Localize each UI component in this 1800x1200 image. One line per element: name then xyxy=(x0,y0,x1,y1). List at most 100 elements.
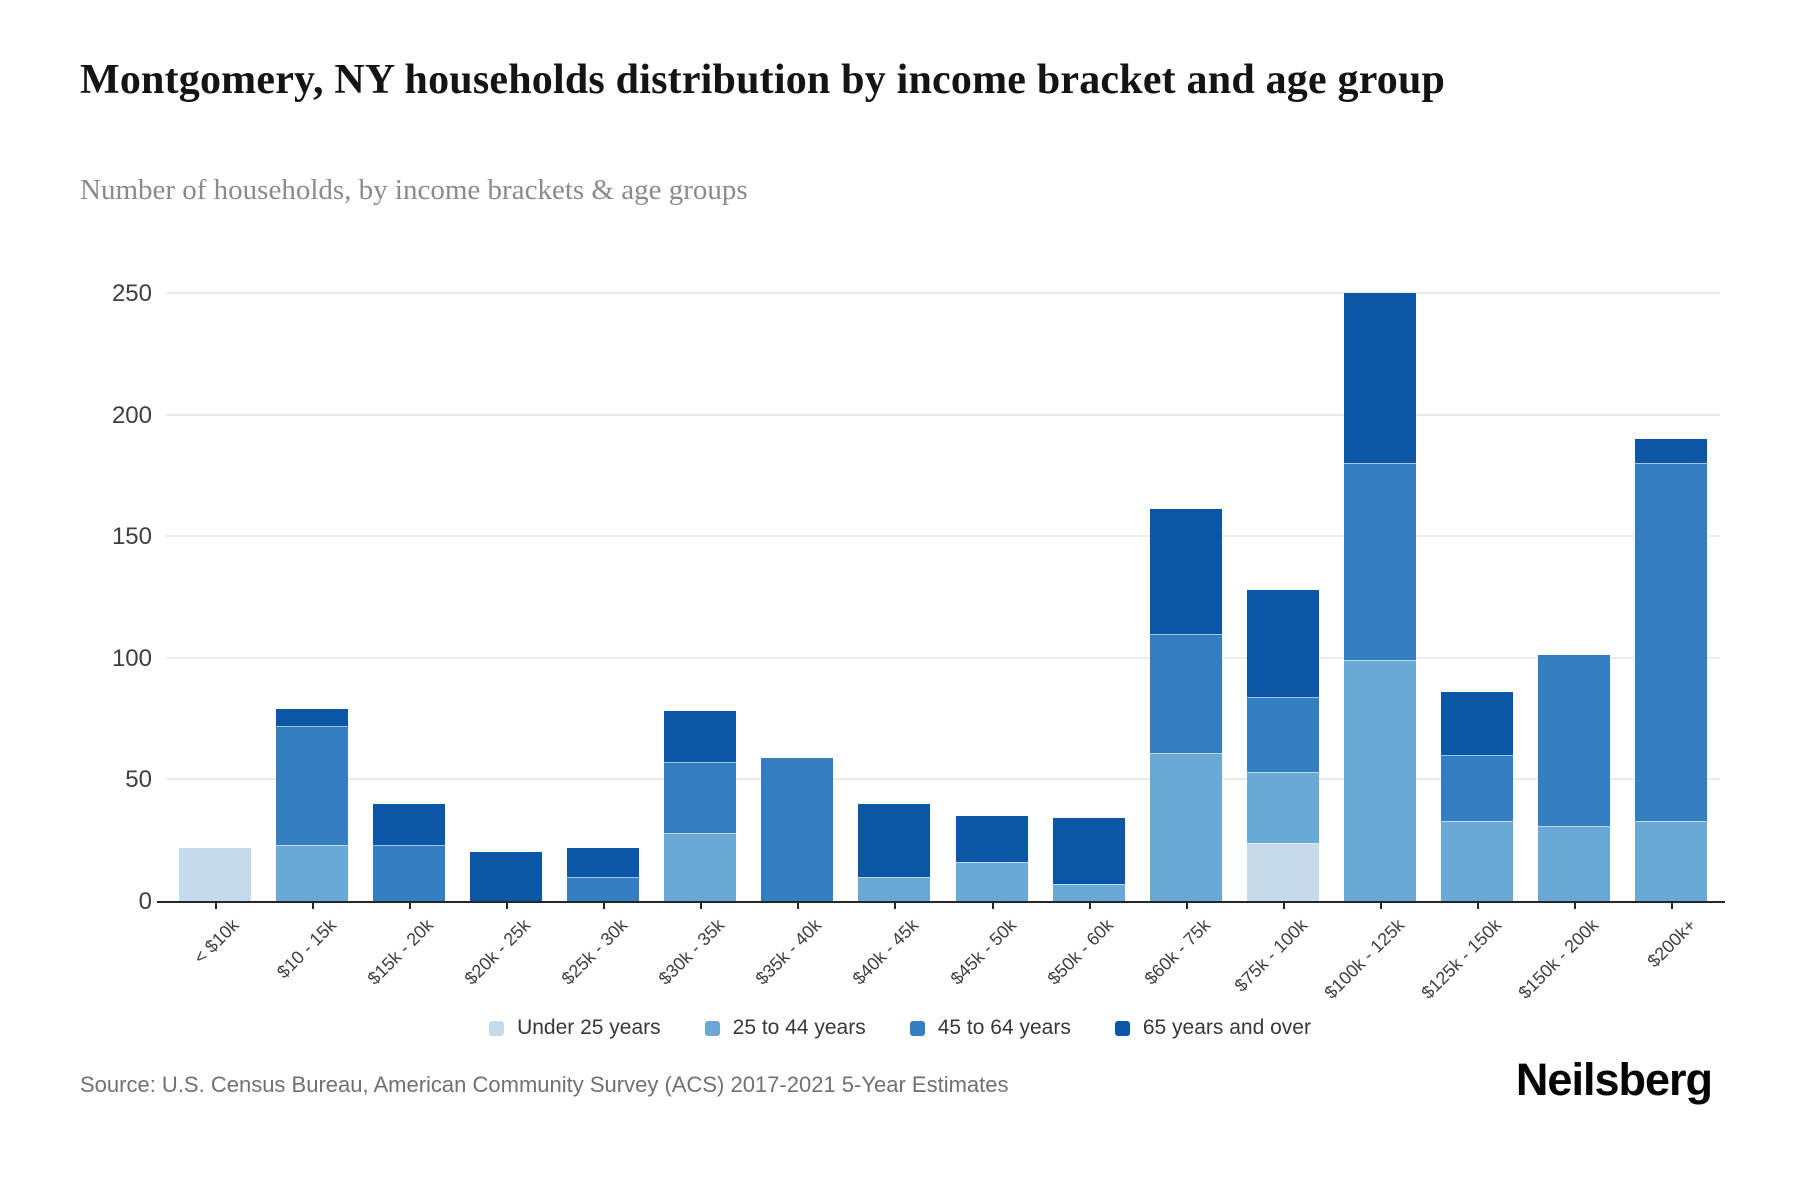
bar-segment-45-to-64-years xyxy=(1538,655,1611,826)
x-axis-tick xyxy=(991,903,994,909)
bar-segment-45-to-64-years xyxy=(372,845,445,901)
stacked-bar xyxy=(372,803,445,901)
bar-segment-25-to-44-years xyxy=(1441,820,1514,901)
legend-item[interactable]: 25 to 44 years xyxy=(704,1016,866,1040)
stacked-bar xyxy=(1052,818,1125,901)
x-axis-tick xyxy=(1671,903,1674,909)
gridline xyxy=(166,535,1720,538)
legend-swatch xyxy=(1114,1020,1130,1036)
x-axis-tick xyxy=(797,903,800,909)
bar-segment-45-to-64-years xyxy=(275,725,348,846)
legend-item[interactable]: 65 years and over xyxy=(1114,1016,1311,1040)
bar-slot: $75k - 100k xyxy=(1230,293,1331,996)
stacked-bar xyxy=(664,711,737,901)
x-axis-tick xyxy=(1282,903,1285,909)
bar-slot: $60k - 75k xyxy=(1137,293,1234,989)
chart-title: Montgomery, NY households distribution b… xyxy=(80,57,1446,103)
gridline xyxy=(166,292,1720,294)
brand-logo: Neilsberg xyxy=(1515,1054,1713,1105)
x-axis-label: $15k - 20k xyxy=(363,915,437,989)
stacked-bar xyxy=(178,847,251,901)
bar-segment-45-to-64-years xyxy=(1635,463,1708,821)
legend: Under 25 years 25 to 44 years 45 to 64 yea… xyxy=(0,1016,1800,1040)
x-axis-line xyxy=(157,901,1725,903)
stacked-bar xyxy=(1538,655,1611,901)
bar-slot: $20k - 25k xyxy=(457,293,554,989)
bar-segment-under-25-years xyxy=(1246,842,1319,901)
legend-item[interactable]: 45 to 64 years xyxy=(909,1016,1071,1040)
x-axis-tick xyxy=(214,903,217,909)
bar-segment-65-years-and-over xyxy=(1052,818,1125,884)
y-axis-label: 200 xyxy=(111,401,152,429)
bar-segment-65-years-and-over xyxy=(1344,293,1417,464)
bar-slot: $50k - 60k xyxy=(1040,293,1137,989)
chart-subtitle: Number of households, by income brackets… xyxy=(80,174,748,206)
bar-slot: $10 - 15k xyxy=(263,293,360,982)
bar-segment-45-to-64-years xyxy=(761,757,834,901)
y-axis-label: 250 xyxy=(111,280,152,307)
x-axis-label: $45k - 50k xyxy=(946,915,1020,989)
stacked-bar xyxy=(567,847,640,901)
bar-segment-25-to-44-years xyxy=(1538,825,1611,901)
bar-segment-25-to-44-years xyxy=(1052,883,1125,901)
x-axis-tick xyxy=(311,903,314,909)
bar-slot: $25k - 30k xyxy=(555,293,652,989)
stacked-bar xyxy=(275,708,348,901)
stacked-bar xyxy=(1246,589,1319,901)
y-axis: 0 50 100 150 200 250 xyxy=(0,280,152,915)
bar-segment-65-years-and-over xyxy=(1635,438,1708,464)
x-axis-tick xyxy=(603,903,606,909)
bar-segment-45-to-64-years xyxy=(1149,633,1222,753)
bar-segment-25-to-44-years xyxy=(1149,752,1222,901)
bar-segment-under-25-years xyxy=(178,847,251,901)
bar-segment-65-years-and-over xyxy=(567,847,640,877)
x-axis-label: $75k - 100k xyxy=(1230,915,1312,996)
source-note: Source: U.S. Census Bureau, American Com… xyxy=(80,1072,1009,1097)
x-axis-label: $40k - 45k xyxy=(848,915,923,989)
legend-label: 25 to 44 years xyxy=(732,1016,866,1039)
bar-segment-65-years-and-over xyxy=(372,803,445,846)
x-axis-tick xyxy=(1380,903,1383,909)
x-axis-label: $25k - 30k xyxy=(557,915,632,989)
x-axis-label: $60k - 75k xyxy=(1140,915,1214,989)
x-axis-label: $100k - 125k xyxy=(1320,915,1409,1003)
bar-slot: $35k - 40k xyxy=(749,293,846,989)
gridline xyxy=(166,413,1720,416)
bar-slot: $15k - 20k xyxy=(360,293,457,989)
y-axis-label: 50 xyxy=(125,766,152,794)
x-axis-tick xyxy=(408,903,411,909)
bar-segment-25-to-44-years xyxy=(1635,820,1708,901)
bar-segment-25-to-44-years xyxy=(858,876,931,901)
y-axis-label: 100 xyxy=(111,644,152,672)
legend-label: 45 to 64 years xyxy=(937,1016,1071,1039)
legend-swatch xyxy=(704,1020,720,1036)
stacked-bar xyxy=(1635,438,1708,901)
bar-slot: < $10k xyxy=(166,293,263,968)
bar-segment-45-to-64-years xyxy=(1441,755,1514,821)
legend-item[interactable]: Under 25 years xyxy=(489,1016,661,1040)
bar-slot: $100k - 125k xyxy=(1320,293,1429,1003)
stacked-bar xyxy=(858,803,931,901)
legend-label: Under 25 years xyxy=(517,1016,661,1039)
bar-segment-25-to-44-years xyxy=(275,845,348,901)
bar-segment-45-to-64-years xyxy=(1344,463,1417,661)
x-axis-tick xyxy=(505,903,508,909)
bar-segment-25-to-44-years xyxy=(1246,772,1319,843)
x-axis-label: $10 - 15k xyxy=(272,915,340,983)
bar-segment-45-to-64-years xyxy=(567,876,640,901)
bar-segment-45-to-64-years xyxy=(1246,696,1319,773)
x-axis-label: $150k - 200k xyxy=(1514,915,1603,1003)
x-axis-label: $200k+ xyxy=(1643,915,1700,972)
x-axis-tick xyxy=(700,903,703,909)
bar-slot: $125k - 150k xyxy=(1418,293,1526,1003)
gridline xyxy=(166,656,1720,659)
stacked-bar xyxy=(1344,293,1417,901)
x-axis-label: $125k - 150k xyxy=(1417,915,1506,1003)
x-axis-label: $50k - 60k xyxy=(1043,915,1117,989)
bar-segment-65-years-and-over xyxy=(664,711,737,763)
x-axis-tick xyxy=(1088,903,1091,909)
legend-label: 65 years and over xyxy=(1142,1016,1311,1039)
stacked-bar xyxy=(1441,691,1514,901)
legend-swatch xyxy=(489,1020,505,1036)
